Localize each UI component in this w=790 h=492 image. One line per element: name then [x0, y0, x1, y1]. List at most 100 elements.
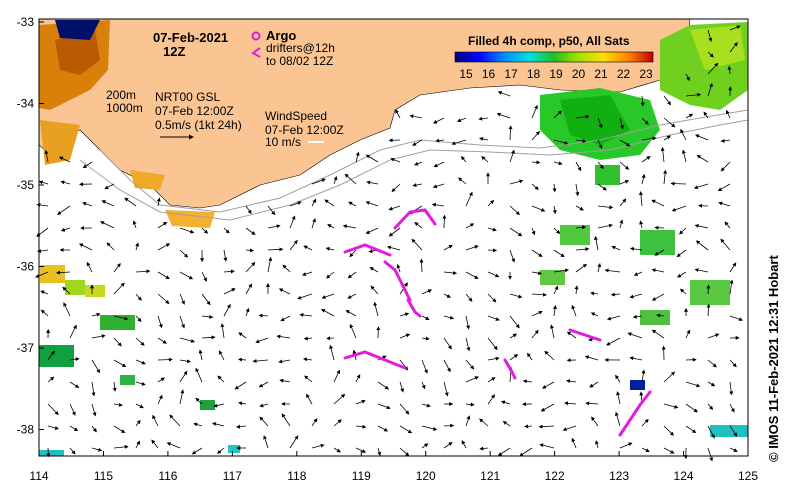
current-vector [63, 302, 71, 317]
current-vector [456, 117, 467, 123]
current-vector [399, 333, 411, 339]
current-vector [421, 289, 433, 295]
current-vector [329, 344, 335, 361]
current-vector [585, 401, 599, 406]
current-vector [60, 227, 71, 232]
current-vector [421, 381, 426, 390]
current-vector [519, 447, 533, 457]
current-vector [412, 183, 423, 188]
current-vector [465, 271, 479, 279]
current-vector [38, 180, 49, 185]
current-vector [365, 227, 379, 234]
current-vector [550, 324, 555, 339]
current-vector [497, 91, 511, 97]
current-vector [365, 154, 379, 163]
x-tick-label: 119 [352, 469, 371, 483]
x-tick-label: 114 [29, 469, 48, 483]
isobath-1000m [79, 119, 749, 221]
current-vector [91, 334, 106, 339]
current-vector [509, 293, 523, 299]
current-vector [632, 314, 643, 319]
current-vector [245, 227, 256, 235]
sst-colorbar-tick: 16 [482, 67, 496, 81]
current-vector [395, 109, 401, 119]
current-vector [724, 221, 731, 229]
current-vector [201, 227, 209, 234]
current-vector [135, 337, 145, 346]
current-vector [487, 315, 500, 321]
current-vector [195, 367, 203, 383]
current-vector [641, 136, 657, 141]
current-vector [113, 337, 122, 347]
current-vector [156, 197, 161, 207]
current-vector [575, 138, 587, 143]
current-vector [44, 149, 49, 163]
current-vector [135, 359, 146, 365]
x-tick-label: 120 [416, 469, 436, 483]
current-vector [574, 285, 579, 295]
current-vector [151, 439, 159, 449]
current-vector [113, 282, 125, 295]
current-vector [677, 271, 687, 278]
current-vector [399, 403, 410, 415]
current-vector [461, 440, 467, 449]
cold-patch [55, 20, 100, 40]
current-vector [720, 161, 731, 172]
current-vector [280, 315, 291, 322]
current-vector [685, 381, 701, 388]
current-vector [496, 112, 511, 119]
current-vector [278, 359, 291, 364]
current-vector [333, 175, 338, 185]
current-vector [303, 245, 313, 251]
current-vector [169, 414, 181, 427]
current-vector [502, 420, 511, 427]
current-vector [289, 239, 298, 251]
current-vector [342, 224, 357, 229]
current-vector [91, 447, 103, 452]
current-vector [82, 201, 93, 207]
current-vector [281, 413, 291, 427]
x-tick-label: 125 [738, 469, 758, 483]
current-vector [223, 269, 235, 274]
current-vector [387, 245, 401, 251]
current-vector [575, 114, 590, 119]
sst-colorbar-ticks: 15 16 17 18 19 20 21 22 23 [459, 67, 653, 81]
current-vector [729, 25, 741, 31]
current-vector [729, 403, 735, 413]
wind-legend-line2: 07-Feb 12:00Z [265, 123, 344, 137]
current-vector [729, 425, 738, 437]
current-vector [299, 312, 313, 317]
current-vector [707, 51, 714, 58]
current-vector [531, 160, 541, 165]
current-vector [616, 391, 621, 405]
current-vector [344, 173, 357, 185]
current-vector [333, 419, 342, 427]
current-vector [345, 310, 357, 317]
current-vector [663, 447, 675, 454]
current-vector [566, 379, 577, 384]
current-vector [680, 128, 687, 141]
current-vector [597, 183, 607, 191]
current-vector [509, 227, 523, 237]
current-vector [113, 262, 121, 273]
current-vector [694, 224, 709, 229]
current-vector [311, 178, 326, 185]
current-vectors [35, 25, 744, 462]
current-vector [255, 337, 269, 344]
current-vector [263, 435, 269, 449]
argo-icon [251, 31, 261, 41]
current-vector [619, 117, 624, 130]
current-vector [703, 111, 709, 119]
current-vector [311, 418, 318, 427]
current-vector [707, 359, 717, 368]
current-vector [465, 191, 473, 207]
current-vector [641, 447, 650, 452]
current-vector [282, 264, 291, 273]
current-vector [198, 349, 203, 361]
current-vector [707, 403, 714, 411]
current-vector [100, 221, 115, 229]
credit: © IMOS 11-Feb-2021 12:31 Hobart [766, 255, 781, 462]
current-vector [729, 359, 737, 368]
y-tick-label: -37 [17, 341, 35, 355]
